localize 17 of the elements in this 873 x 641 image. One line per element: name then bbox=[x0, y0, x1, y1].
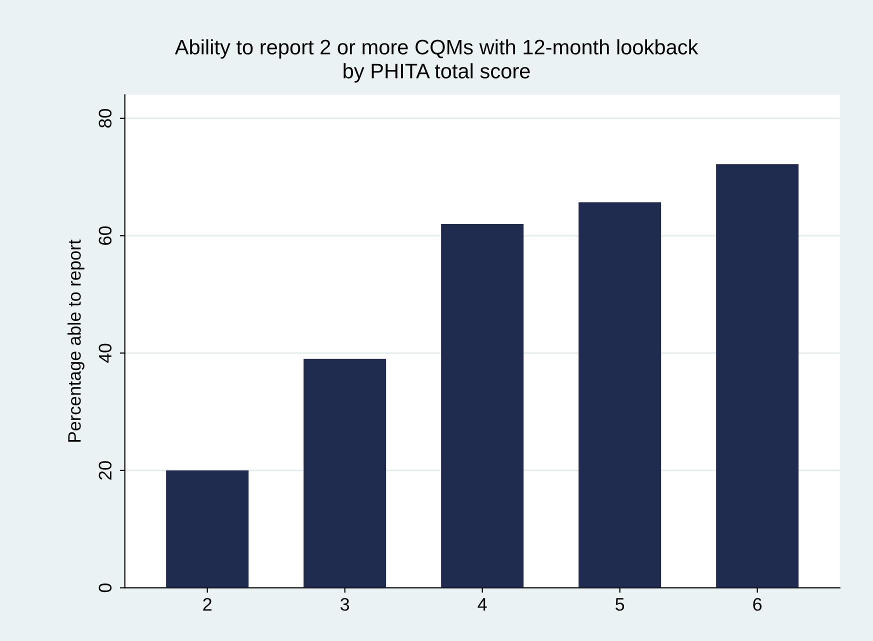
bar bbox=[304, 358, 386, 588]
bar bbox=[716, 164, 799, 588]
x-tick-label: 4 bbox=[478, 598, 487, 611]
y-axis-title: Percentage able to report bbox=[68, 240, 84, 442]
bar bbox=[166, 470, 249, 588]
chart-title: Ability to report 2 or more CQMs with 12-month lookback by PHITA total score bbox=[174, 39, 698, 83]
y-tick-label: 80 bbox=[98, 109, 112, 128]
bar bbox=[578, 202, 662, 588]
x-tick-label: 3 bbox=[340, 598, 350, 611]
y-tick-label: 0 bbox=[98, 583, 112, 592]
y-tick-label: 40 bbox=[98, 344, 112, 363]
x-tick-label: 5 bbox=[616, 598, 624, 611]
x-tick-label: 6 bbox=[753, 598, 762, 611]
bar bbox=[441, 224, 524, 588]
y-tick-label: 60 bbox=[98, 226, 112, 245]
x-tick-label: 2 bbox=[203, 598, 212, 611]
y-tick-label: 20 bbox=[98, 461, 112, 480]
